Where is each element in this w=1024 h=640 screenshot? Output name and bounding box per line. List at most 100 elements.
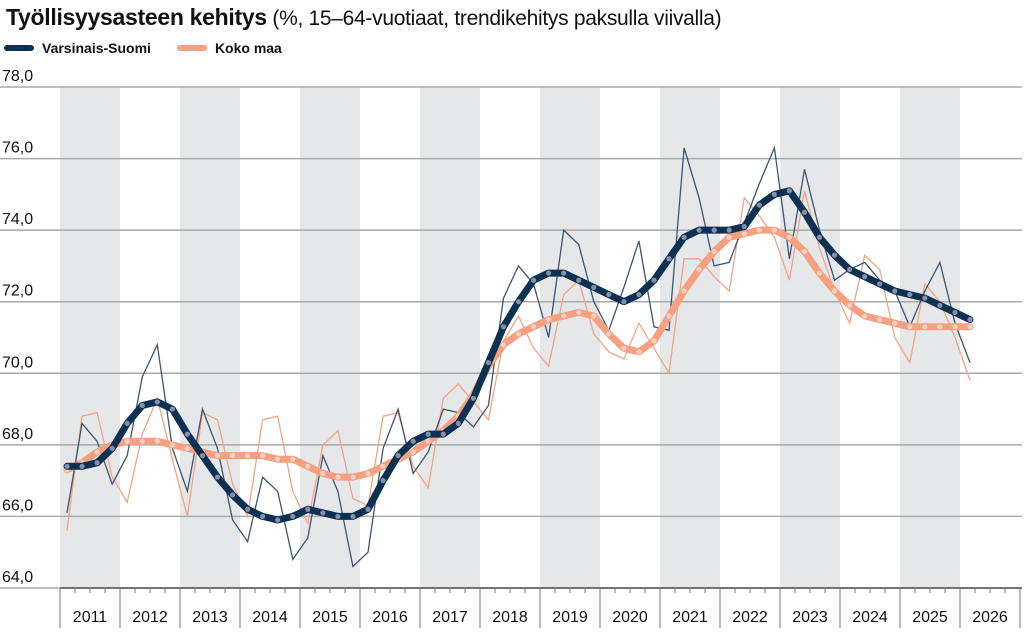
data-point-varsinais-suomi (64, 463, 70, 469)
data-point-varsinais-suomi (184, 431, 190, 437)
data-point-varsinais-suomi (485, 359, 491, 366)
data-point-varsinais-suomi (214, 474, 221, 480)
data-point-koko-maa (515, 331, 522, 337)
data-point-koko-maa (425, 438, 431, 444)
data-point-koko-maa (922, 324, 928, 330)
x-tick-label: 2017 (432, 609, 468, 626)
x-tick-label: 2023 (792, 609, 828, 626)
data-point-varsinais-suomi (199, 452, 206, 459)
data-point-varsinais-suomi (245, 506, 251, 512)
data-point-varsinais-suomi (771, 191, 777, 197)
legend-swatch-varsinais-suomi (4, 45, 34, 51)
data-point-koko-maa (892, 320, 898, 326)
data-point-koko-maa (214, 452, 221, 459)
data-point-koko-maa (952, 324, 958, 330)
data-point-varsinais-suomi (169, 406, 175, 412)
data-point-koko-maa (651, 338, 657, 344)
x-tick-label: 2024 (852, 609, 888, 626)
y-tick-label: 76,0 (2, 140, 33, 157)
data-point-varsinais-suomi (816, 234, 823, 240)
data-point-varsinais-suomi (139, 402, 145, 409)
data-point-varsinais-suomi (636, 291, 642, 298)
data-point-varsinais-suomi (576, 277, 582, 283)
data-point-koko-maa (124, 438, 130, 444)
y-tick-label: 68,0 (2, 426, 33, 443)
data-point-koko-maa (816, 270, 823, 276)
data-point-varsinais-suomi (606, 291, 612, 298)
data-point-varsinais-suomi (847, 266, 853, 273)
data-point-koko-maa (621, 345, 627, 351)
data-point-varsinais-suomi (726, 227, 732, 233)
data-point-koko-maa (847, 302, 853, 308)
data-point-koko-maa (275, 456, 281, 462)
data-point-varsinais-suomi (229, 492, 236, 498)
data-point-varsinais-suomi (124, 420, 130, 426)
data-point-varsinais-suomi (365, 506, 371, 512)
data-point-varsinais-suomi (546, 270, 552, 276)
data-point-koko-maa (530, 324, 537, 330)
data-point-koko-maa (335, 474, 341, 480)
x-tick-label: 2011 (73, 609, 108, 626)
data-point-varsinais-suomi (470, 395, 476, 401)
data-point-varsinais-suomi (154, 399, 160, 405)
data-point-varsinais-suomi (380, 478, 386, 484)
data-point-koko-maa (245, 452, 251, 459)
data-point-varsinais-suomi (862, 274, 868, 280)
data-point-varsinais-suomi (260, 513, 266, 520)
data-point-koko-maa (696, 266, 702, 273)
data-point-koko-maa (546, 317, 552, 323)
data-point-varsinais-suomi (350, 513, 356, 520)
x-tick-label: 2016 (372, 609, 408, 626)
data-point-varsinais-suomi (561, 270, 567, 276)
data-point-koko-maa (380, 463, 386, 469)
x-tick-label: 2026 (972, 609, 1008, 626)
data-point-varsinais-suomi (892, 288, 898, 294)
data-point-koko-maa (756, 227, 762, 233)
series-line-koko-maa-raw (66, 190, 971, 531)
data-point-koko-maa (831, 288, 838, 294)
x-tick-label: 2015 (312, 609, 348, 626)
data-point-varsinais-suomi (275, 517, 281, 523)
year-band (780, 87, 840, 588)
data-point-koko-maa (365, 470, 371, 477)
legend-swatch-koko-maa (176, 45, 207, 51)
data-point-koko-maa (606, 331, 612, 337)
data-point-varsinais-suomi (591, 284, 597, 290)
x-tick-label: 2019 (552, 609, 588, 626)
data-point-varsinais-suomi (681, 234, 687, 240)
data-point-varsinais-suomi (290, 513, 296, 520)
x-tick-label: 2020 (612, 609, 648, 626)
x-tick-label: 2018 (492, 609, 528, 626)
title-bold: Työllisyysasteen kehitys (6, 4, 267, 30)
data-point-koko-maa (561, 313, 567, 319)
data-point-varsinais-suomi (741, 223, 747, 230)
data-point-koko-maa (576, 309, 582, 316)
data-point-varsinais-suomi (410, 438, 416, 444)
data-point-varsinais-suomi (305, 506, 311, 512)
y-tick-label: 74,0 (2, 211, 33, 228)
data-point-varsinais-suomi (967, 317, 973, 323)
data-point-koko-maa (290, 456, 296, 462)
data-point-koko-maa (500, 342, 507, 348)
x-tick-label: 2021 (672, 609, 708, 626)
x-tick-label: 2014 (252, 609, 288, 626)
data-point-koko-maa (937, 324, 943, 330)
data-point-varsinais-suomi (94, 460, 100, 466)
legend-item-koko-maa: Koko maa (176, 40, 282, 56)
data-point-koko-maa (169, 442, 175, 448)
data-point-varsinais-suomi (831, 252, 838, 258)
data-point-koko-maa (726, 234, 732, 240)
x-tick-label: 2022 (732, 609, 768, 626)
year-band (900, 87, 960, 588)
data-point-koko-maa (681, 288, 687, 294)
x-tick-label: 2012 (132, 609, 168, 626)
y-tick-label: 70,0 (2, 354, 33, 371)
data-point-koko-maa (636, 349, 642, 355)
year-band (420, 87, 480, 588)
y-tick-label: 64,0 (2, 569, 33, 586)
data-point-koko-maa (184, 445, 190, 452)
data-point-varsinais-suomi (937, 302, 943, 308)
year-band (660, 87, 720, 588)
data-point-varsinais-suomi (877, 281, 883, 287)
